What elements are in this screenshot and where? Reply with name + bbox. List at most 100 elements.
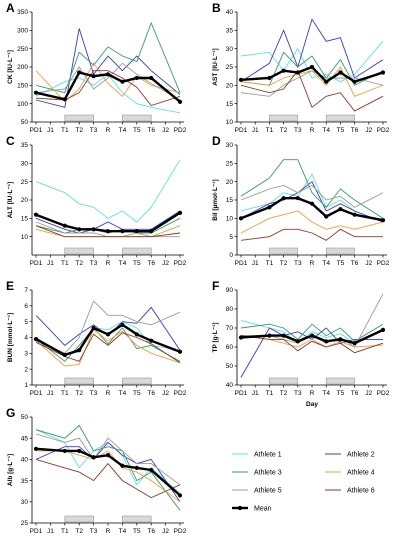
mean-point — [91, 74, 96, 79]
x-tick-label: PD2 — [377, 260, 390, 267]
legend-label: Athlete 4 — [347, 470, 375, 477]
mean-point — [105, 72, 111, 77]
x-tick-label: T5 — [337, 127, 345, 134]
series-line-athlete-1 — [240, 41, 384, 83]
x-tick-label: J1 — [252, 260, 259, 267]
y-tick-label: 10 — [21, 234, 29, 241]
x-axis-label: Day — [306, 401, 318, 408]
mean-point — [177, 210, 183, 215]
x-tick-label: J1 — [47, 390, 54, 397]
mean-point — [33, 336, 39, 342]
chart-panel-f: F 40 50 60 70 80 90 TP [g·L⁻¹] PD1 J1 T1 T2 T3 R T4 T5 T… — [212, 279, 390, 408]
x-tick-label: T5 — [133, 528, 141, 535]
series-line-athlete-3 — [240, 323, 384, 342]
mean-point — [105, 332, 111, 337]
chart-panel-e: E 1 2 3 4 5 6 7 BUN [mmol·L⁻¹] PD1 J1 T1 T2 T3 R T4 T5 T6… — [6, 279, 187, 397]
x-tick-label: T3 — [90, 260, 98, 267]
x-tick-label: J2 — [162, 127, 169, 134]
mean-point — [134, 229, 139, 234]
mean-point — [238, 216, 244, 221]
mean-point — [177, 349, 183, 354]
x-tick-label: PD1 — [30, 528, 43, 535]
mean-point — [267, 333, 272, 338]
training-block-marker — [64, 114, 94, 122]
series-line-athlete-6 — [35, 458, 181, 499]
mean-point — [238, 77, 244, 82]
series-line-athlete-3 — [35, 21, 181, 94]
y-tick-label: 80 — [226, 306, 234, 313]
series-line-athlete-1 — [35, 159, 181, 223]
panel-letter: E — [6, 279, 14, 293]
series-line-athlete-3 — [35, 327, 181, 362]
training-block-marker — [64, 377, 94, 385]
mean-point — [134, 75, 139, 81]
training-block-marker — [122, 114, 152, 122]
panel-letter: F — [212, 279, 219, 293]
x-tick-label: T2 — [75, 260, 83, 267]
y-tick-label: 2 — [24, 366, 28, 373]
x-tick-label: T1 — [266, 260, 274, 267]
x-tick-label: T1 — [61, 528, 69, 535]
training-block-marker — [122, 247, 152, 255]
y-axis-label: AST [IU·L⁻¹] — [212, 48, 219, 85]
legend-item: Athlete 1 — [232, 452, 282, 459]
x-tick-label: T3 — [294, 390, 302, 397]
y-tick-label: 100 — [17, 101, 28, 108]
x-tick-label: R — [106, 260, 111, 267]
mean-point — [33, 446, 39, 451]
mean-point — [309, 64, 315, 70]
mean-point — [33, 90, 39, 95]
x-tick-label: J2 — [162, 528, 169, 535]
series-line-athlete-2 — [35, 210, 181, 234]
training-block-marker — [64, 247, 94, 255]
y-tick-label: 10 — [226, 119, 234, 126]
mean-point — [309, 201, 315, 206]
training-block-marker — [122, 377, 152, 385]
y-tick-label: 15 — [21, 216, 29, 223]
x-tick-label: T4 — [119, 390, 127, 397]
y-tick-label: 7 — [24, 287, 28, 294]
x-tick-label: R — [106, 390, 111, 397]
mean-point — [134, 465, 139, 470]
y-tick-label: 40 — [226, 382, 234, 389]
x-tick-label: T1 — [266, 390, 274, 397]
x-tick-label: T1 — [61, 390, 69, 397]
x-tick-label: PD1 — [30, 390, 43, 397]
training-block-marker — [269, 247, 299, 255]
x-tick-label: PD2 — [377, 390, 390, 397]
mean-point — [281, 333, 286, 338]
y-tick-label: 250 — [17, 46, 28, 53]
x-tick-label: PD2 — [174, 260, 187, 267]
mean-point — [177, 99, 183, 104]
series-line-athlete-1 — [35, 429, 181, 494]
x-tick-label: T6 — [147, 260, 155, 267]
x-tick-label: T2 — [280, 390, 288, 397]
x-tick-label: PD2 — [174, 390, 187, 397]
mean-point — [338, 337, 343, 342]
mean-point — [62, 97, 67, 102]
y-tick-label: 4 — [24, 335, 28, 342]
y-tick-label: 350 — [17, 9, 28, 16]
x-tick-label: R — [106, 528, 111, 535]
series-line-athlete-5 — [35, 300, 181, 354]
y-tick-label: 5 — [24, 319, 28, 326]
y-tick-label: 150 — [17, 83, 28, 90]
x-tick-label: T2 — [75, 390, 83, 397]
y-tick-label: 3 — [24, 351, 28, 358]
y-tick-label: 40 — [21, 457, 29, 464]
series-line-athlete-5 — [240, 184, 384, 208]
x-tick-label: T6 — [351, 260, 359, 267]
x-tick-label: J2 — [162, 260, 169, 267]
legend-label: Athlete 1 — [254, 452, 282, 459]
x-tick-label: J2 — [162, 390, 169, 397]
x-tick-label: T4 — [322, 260, 330, 267]
series-line-athlete-6 — [35, 332, 181, 364]
x-tick-label: J1 — [252, 127, 259, 134]
mean-point — [295, 70, 300, 75]
y-axis-label: Bil [µmol·L⁻¹] — [212, 179, 219, 220]
series-line-athlete-5 — [35, 62, 181, 101]
training-block-marker — [64, 515, 94, 523]
x-tick-label: T3 — [90, 127, 98, 134]
x-tick-label: T2 — [75, 127, 83, 134]
